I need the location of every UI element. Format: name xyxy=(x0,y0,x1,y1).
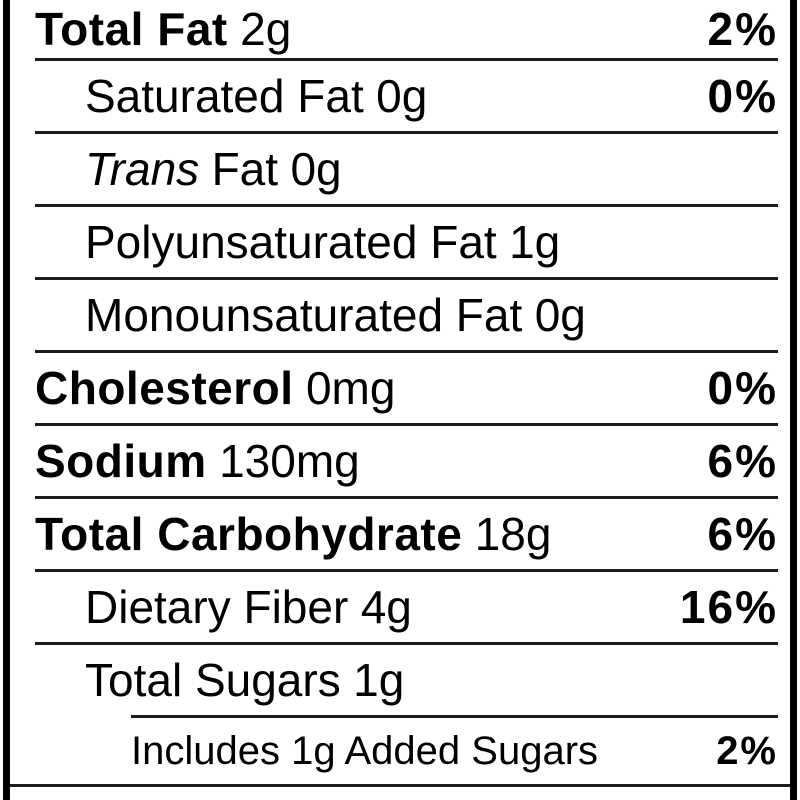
nutrient-text: Dietary Fiber 4g xyxy=(85,584,660,630)
daily-value-percent: 2% xyxy=(716,729,778,773)
nutrient-text: Monounsaturated Fat 0g xyxy=(85,292,778,338)
daily-value-percent: 16% xyxy=(679,581,778,633)
nutrient-text: Includes 1g Added Sugars xyxy=(131,731,696,771)
nutrient-text: Cholesterol 0mg xyxy=(35,365,688,411)
nutrient-text: Total Carbohydrate 18g xyxy=(35,511,688,557)
nutrient-amount: 18g xyxy=(474,508,552,560)
nutrient-amount: 0g xyxy=(534,289,586,341)
nutrient-label: Cholesterol xyxy=(35,362,294,414)
nutrient-label: Includes 1g Added Sugars xyxy=(131,729,599,773)
nutrient-label: Sodium xyxy=(35,435,207,487)
nutrient-amount: 0g xyxy=(376,70,428,122)
nutrient-label: Fat xyxy=(211,143,279,195)
nutrient-row: Polyunsaturated Fat 1g xyxy=(35,204,778,277)
nutrient-amount: 2g xyxy=(240,3,292,55)
nutrient-row: Cholesterol 0mg 0% xyxy=(35,350,778,423)
daily-value-percent: 6% xyxy=(707,508,778,560)
nutrient-text: Total Sugars 1g xyxy=(85,657,778,703)
nutrient-label: Monounsaturated Fat xyxy=(85,289,523,341)
nutrient-amount: 0g xyxy=(290,143,342,195)
nutrient-amount: 4g xyxy=(360,581,412,633)
nutrient-row: Monounsaturated Fat 0g xyxy=(35,277,778,350)
nutrient-label: Saturated Fat xyxy=(85,70,364,122)
nutrient-text: Sodium 130mg xyxy=(35,438,688,484)
nutrient-row: Saturated Fat 0g 0% xyxy=(35,58,778,131)
daily-value-percent: 6% xyxy=(707,435,778,487)
nutrient-label-italic: Trans xyxy=(85,143,200,195)
nutrition-facts-panel: Total Fat 2g 2% Saturated Fat 0g 0% Trans Fat 0g… xyxy=(3,0,797,800)
nutrient-text: Polyunsaturated Fat 1g xyxy=(85,219,778,265)
nutrient-label: Total Fat xyxy=(35,3,228,55)
nutrient-text: Trans Fat 0g xyxy=(85,146,778,192)
daily-value-percent: 0% xyxy=(707,362,778,414)
nutrient-row: Sodium 130mg 6% xyxy=(35,423,778,496)
nutrient-text: Saturated Fat 0g xyxy=(85,73,688,119)
row-separator xyxy=(10,784,790,787)
nutrient-label: Total Sugars xyxy=(85,654,341,706)
nutrient-label: Polyunsaturated Fat xyxy=(85,216,497,268)
nutrient-amount: 130mg xyxy=(219,435,360,487)
nutrient-row: Includes 1g Added Sugars 2% xyxy=(131,715,778,784)
daily-value-percent: 0% xyxy=(707,70,778,122)
nutrient-rows: Total Fat 2g 2% Saturated Fat 0g 0% Trans Fat 0g… xyxy=(10,0,790,784)
nutrient-row: Total Fat 2g 2% xyxy=(35,0,778,58)
nutrient-row: Total Sugars 1g xyxy=(35,642,778,715)
nutrient-row: Total Carbohydrate 18g 6% xyxy=(35,496,778,569)
nutrient-amount: 1g xyxy=(509,216,561,268)
nutrient-label: Total Carbohydrate xyxy=(35,508,463,560)
nutrient-amount: 0mg xyxy=(305,362,396,414)
nutrient-text: Total Fat 2g xyxy=(35,6,688,52)
nutrient-row: Dietary Fiber 4g 16% xyxy=(35,569,778,642)
nutrient-label: Dietary Fiber xyxy=(85,581,349,633)
nutrient-amount: 1g xyxy=(353,654,405,706)
nutrient-row: Trans Fat 0g xyxy=(35,131,778,204)
daily-value-percent: 2% xyxy=(707,3,778,55)
